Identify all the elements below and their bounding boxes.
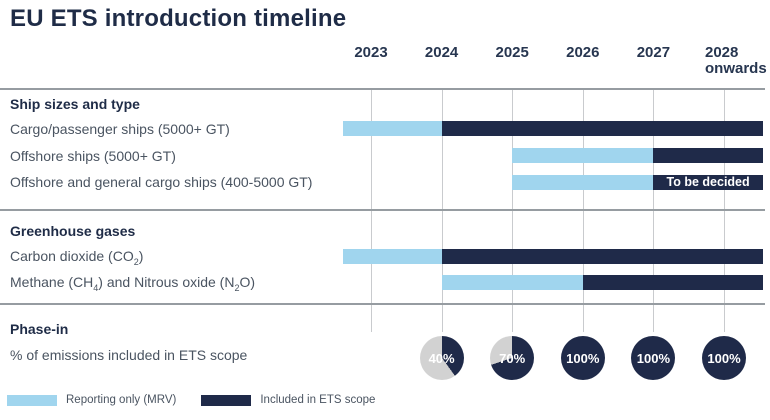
bar-ets-segment: [653, 148, 763, 163]
row-label: Offshore ships (5000+ GT): [10, 148, 176, 164]
bar-reporting-segment: [512, 148, 654, 163]
row-label: % of emissions included in ETS scope: [10, 347, 247, 363]
phase-in-pie-2027: 100%: [631, 336, 676, 380]
legend-item-ets: Included in ETS scope: [201, 394, 375, 406]
divider-line-1: [0, 209, 765, 211]
legend-item-reporting: Reporting only (MRV): [7, 394, 176, 406]
label-text: Carbon dioxide (CO: [10, 248, 134, 264]
section-header-1: Greenhouse gases: [10, 223, 136, 239]
divider-line-0: [0, 88, 765, 90]
row-label: Methane (CH4) and Nitrous oxide (N2O): [10, 274, 256, 293]
year-label-2027: 2027: [636, 44, 671, 61]
legend: Reporting only (MRV) Included in ETS scop…: [7, 394, 400, 406]
bar-reporting-segment: [342, 121, 442, 136]
legend-swatch-reporting: [7, 394, 57, 406]
bar-ets-segment: [441, 121, 763, 136]
subscript-text: 2: [133, 256, 139, 267]
bar-reporting-segment: [342, 248, 442, 264]
page-title: EU ETS introduction timeline: [10, 5, 347, 32]
phase-in-pie-2025: 70%: [490, 336, 535, 380]
legend-label-ets: Included in ETS scope: [260, 394, 376, 406]
year-label-2023: 2023: [354, 44, 388, 61]
section-header-0: Ship sizes and type: [10, 96, 140, 112]
bar-ets-segment: To be decided: [653, 174, 763, 190]
legend-label-reporting: Reporting only (MRV): [66, 394, 177, 406]
legend-swatch-ets: [201, 394, 252, 406]
year-label-2028: 2028 onwards: [705, 45, 767, 77]
bar-reporting-segment: [441, 274, 583, 290]
year-sublabel-text: onwards: [705, 60, 767, 77]
label-text: % of emissions included in ETS scope: [10, 347, 248, 363]
bar-reporting-segment: [512, 174, 654, 190]
year-label-2024: 2024: [424, 44, 459, 61]
bar-ets-segment: [441, 248, 763, 264]
row-label: Carbon dioxide (CO2): [10, 248, 144, 267]
phase-in-pie-2024: 40%: [419, 336, 464, 380]
label-text: O): [239, 274, 256, 290]
phase-in-pie-2028: 100%: [702, 336, 746, 380]
label-text: Offshore and general cargo ships (400-50…: [10, 174, 313, 190]
subscript-text: 4: [93, 282, 99, 293]
phase-in-pie-2026: 100%: [560, 336, 605, 380]
year-label-text: 2028: [705, 44, 739, 61]
row-label: Offshore and general cargo ships (400-50…: [10, 174, 312, 190]
to-be-decided-label: To be decided: [666, 175, 750, 189]
divider-line-2: [0, 303, 765, 305]
label-text: Offshore ships (5000+ GT): [10, 147, 176, 164]
label-text: ) and Nitrous oxide (N: [98, 274, 235, 290]
section-header-2: Phase-in: [10, 321, 69, 337]
bar-ets-segment: [582, 274, 763, 290]
label-text: Methane (CH: [10, 274, 94, 290]
subscript-text: 2: [234, 282, 240, 293]
year-label-2025: 2025: [495, 44, 529, 61]
row-label: Cargo/passenger ships (5000+ GT): [10, 121, 230, 137]
label-text: ): [138, 248, 144, 264]
year-label-2026: 2026: [566, 44, 600, 61]
label-text: Cargo/passenger ships (5000+ GT): [10, 120, 230, 137]
